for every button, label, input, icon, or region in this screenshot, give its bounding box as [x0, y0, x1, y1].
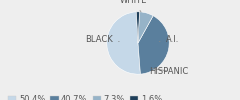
Wedge shape: [107, 12, 140, 74]
Legend: 50.4%, 40.7%, 7.3%, 1.6%: 50.4%, 40.7%, 7.3%, 1.6%: [5, 92, 165, 100]
Wedge shape: [136, 12, 139, 43]
Wedge shape: [138, 16, 169, 74]
Wedge shape: [138, 12, 153, 43]
Text: A.I.: A.I.: [159, 35, 179, 44]
Text: HISPANIC: HISPANIC: [150, 67, 189, 76]
Text: WHITE: WHITE: [120, 0, 147, 12]
Text: BLACK: BLACK: [85, 35, 119, 44]
